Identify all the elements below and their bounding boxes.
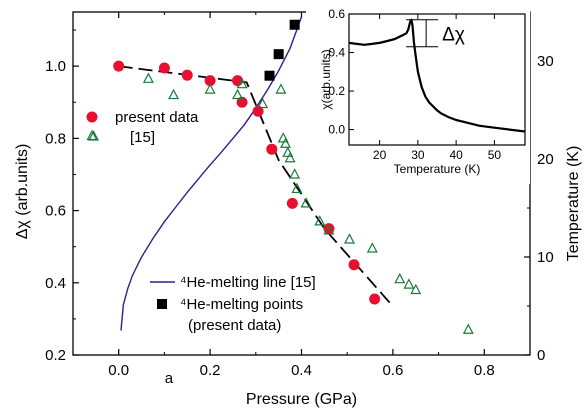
inset-delta-chi-label: Δχ xyxy=(442,24,465,45)
inset-x-axis-title: Temperature (K) xyxy=(394,162,481,176)
inset-background xyxy=(306,4,530,184)
data-point-ref15 xyxy=(366,242,378,253)
guide-dashed-line xyxy=(118,65,394,307)
x-axis-title: Pressure (GPa) xyxy=(246,391,357,408)
legend-label-melting-points: ⁴He-melting points xyxy=(180,296,303,313)
data-point-ref15 xyxy=(323,224,335,235)
data-point-ref15 xyxy=(394,272,406,284)
data-point-ref15 xyxy=(314,215,326,226)
inset-plot-frame xyxy=(348,13,526,146)
inset-y-axis: 0.0 0.2 0.4 0.6 xyxy=(328,7,354,137)
y2-tick-label: 0 xyxy=(537,347,545,364)
y2-axis-title: Temperature (K) xyxy=(565,146,582,262)
main-y-axis: 0.2 0.4 0.6 0.8 1.0 xyxy=(45,29,79,364)
x-tick-label: 0.6 xyxy=(382,362,403,379)
inset-x-tick-label: 20 xyxy=(373,148,387,162)
data-point-ref15 xyxy=(236,77,248,89)
y2-tick-label: 30 xyxy=(537,53,554,70)
data-point-ref15 xyxy=(204,83,216,94)
x-tick-label: 0.4 xyxy=(291,362,312,379)
legend-label-ref15: [15] xyxy=(130,129,155,146)
legend-label-melting-line: ⁴He-melting line [15] xyxy=(180,274,316,291)
inset-x-axis: 20 30 40 50 xyxy=(373,14,501,162)
data-point-present xyxy=(113,60,125,72)
data-point-ref15 xyxy=(284,151,296,163)
data-point-ref15 xyxy=(168,88,180,100)
y-tick-label: 0.6 xyxy=(45,203,66,220)
data-point-present xyxy=(286,197,298,209)
data-point-ref15 xyxy=(410,283,422,295)
data-point-present xyxy=(266,143,278,155)
main-plot: 0.0 0.2 0.4 0.6 0.8 0.20.40.60.81.0 0102030 … xyxy=(14,11,582,408)
inset-x-tick-label: 30 xyxy=(411,148,425,162)
melting-point-square xyxy=(264,70,275,81)
inset-x-tick-label: 50 xyxy=(488,148,502,162)
y2-tick-label: 20 xyxy=(537,151,554,168)
susceptibility-curve xyxy=(348,18,526,133)
legend-marker-present-data xyxy=(86,111,98,123)
data-point-present xyxy=(369,293,381,305)
legend-marker-melting-points xyxy=(157,299,167,309)
data-point-present xyxy=(181,69,193,81)
legend-label-melting-points-sub: (present data) xyxy=(188,317,281,334)
data-point-present xyxy=(158,62,170,74)
main-series-group xyxy=(88,16,474,334)
data-point-present xyxy=(204,75,216,87)
data-point-ref15 xyxy=(300,197,312,208)
y-tick-label: 0.2 xyxy=(45,347,66,364)
x-tick-label: 0.0 xyxy=(108,362,129,379)
inset-y-tick-label: 0.0 xyxy=(328,123,345,137)
legend-marker-ref15 xyxy=(86,129,98,141)
data-point-ref15 xyxy=(280,137,292,148)
data-point-present xyxy=(348,259,360,271)
melting-point-square xyxy=(273,49,284,60)
data-point-present xyxy=(252,105,264,117)
legend: present data [15] ⁴He-melting line [15] … xyxy=(86,109,316,334)
inset-delta-chi-marker xyxy=(406,19,439,48)
x-tick-label: 0.2 xyxy=(200,362,221,379)
melting-point-square xyxy=(289,19,300,30)
inset-y-axis-title: χ(arb.units) xyxy=(319,49,333,109)
inset-plot: 20 30 40 50 0.0 0.2 0.4 0.6 Temperature (K) χ(… xyxy=(306,4,530,184)
x-tick-label: 0.8 xyxy=(474,362,495,379)
data-point-ref15 xyxy=(275,83,287,94)
data-point-ref15 xyxy=(289,168,301,179)
data-point-ref15 xyxy=(462,323,474,334)
inset-y-tick-label: 0.4 xyxy=(328,46,345,60)
data-point-ref15 xyxy=(403,278,415,289)
y-tick-label: 1.0 xyxy=(45,58,66,75)
inset-y-tick-label: 0.6 xyxy=(328,7,345,21)
main-x-axis: 0.0 0.2 0.4 0.6 0.8 xyxy=(72,12,531,379)
legend-label-present-data: present data xyxy=(115,109,199,126)
data-point-ref15 xyxy=(142,72,154,83)
main-y2-axis: 0 10 20 30 xyxy=(524,53,554,364)
inset-y-tick-label: 0.2 xyxy=(328,84,345,98)
data-point-ref15 xyxy=(257,97,269,109)
data-point-present xyxy=(236,96,248,108)
inset-series-group xyxy=(348,18,526,133)
y-axis-title: Δχ (arb.units) xyxy=(14,144,31,240)
y-tick-label: 0.8 xyxy=(45,130,66,147)
panel-annotation: a xyxy=(165,370,174,387)
data-point-ref15 xyxy=(343,233,355,244)
data-point-ref15 xyxy=(291,182,303,194)
melting-line-curve xyxy=(120,16,303,331)
y-tick-label: 0.4 xyxy=(45,275,66,292)
y2-tick-label: 10 xyxy=(537,249,554,266)
inset-x-tick-label: 40 xyxy=(449,148,463,162)
data-point-ref15 xyxy=(232,88,244,100)
